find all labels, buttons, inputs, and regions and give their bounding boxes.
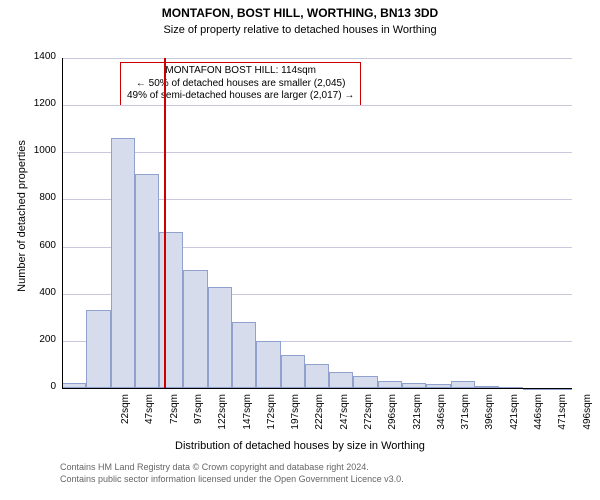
footer-line-1: Contains HM Land Registry data © Crown c… [60,462,404,474]
histogram-bar [305,364,329,388]
annotation-line-1: MONTAFON BOST HILL: 114sqm [127,65,354,78]
histogram-bar [353,376,377,388]
x-axis-line [62,388,572,389]
gridline [62,105,572,106]
x-tick-label: 47sqm [144,394,155,442]
x-tick-label: 72sqm [169,394,180,442]
footer-text: Contains HM Land Registry data © Crown c… [60,462,404,485]
annotation-box: MONTAFON BOST HILL: 114sqm ← 50% of deta… [120,62,361,106]
x-tick-label: 371sqm [460,394,471,442]
y-tick-label: 600 [20,240,56,251]
histogram-bar [86,310,110,388]
histogram-bar [208,287,232,388]
histogram-bar [183,270,207,388]
x-tick-label: 296sqm [387,394,398,442]
histogram-bar [159,232,183,388]
annotation-line-2: ← 50% of detached houses are smaller (2,… [127,78,354,91]
marker-line [164,58,166,388]
y-tick-label: 1200 [20,98,56,109]
x-tick-label: 346sqm [436,394,447,442]
x-tick-label: 496sqm [582,394,593,442]
x-tick-label: 321sqm [412,394,423,442]
x-tick-label: 172sqm [266,394,277,442]
y-tick-label: 1400 [20,51,56,62]
histogram-bar [451,381,475,388]
x-tick-label: 421sqm [509,394,520,442]
x-tick-label: 446sqm [533,394,544,442]
annotation-line-3: 49% of semi-detached houses are larger (… [127,90,354,103]
gridline [62,58,572,59]
chart-title-2: Size of property relative to detached ho… [0,24,600,36]
x-tick-label: 396sqm [484,394,495,442]
x-tick-label: 122sqm [217,394,228,442]
histogram-bar [281,355,305,388]
footer-line-2: Contains public sector information licen… [60,474,404,486]
histogram-bar [329,372,353,389]
histogram-bar [135,174,159,389]
y-axis-line [62,58,63,388]
x-tick-label: 247sqm [339,394,350,442]
x-tick-label: 22sqm [120,394,131,442]
y-tick-label: 0 [20,381,56,392]
x-tick-label: 272sqm [363,394,374,442]
y-tick-label: 200 [20,334,56,345]
chart-container: MONTAFON, BOST HILL, WORTHING, BN13 3DD … [0,0,600,500]
histogram-bar [378,381,402,388]
y-tick-label: 1000 [20,145,56,156]
histogram-bar [232,322,256,388]
histogram-bar [111,138,135,388]
x-tick-label: 197sqm [290,394,301,442]
x-tick-label: 471sqm [557,394,568,442]
y-tick-label: 800 [20,192,56,203]
x-tick-label: 222sqm [314,394,325,442]
y-tick-label: 400 [20,287,56,298]
gridline [62,152,572,153]
histogram-bar [256,341,280,388]
chart-title-1: MONTAFON, BOST HILL, WORTHING, BN13 3DD [0,6,600,20]
x-tick-label: 147sqm [242,394,253,442]
x-tick-label: 97sqm [193,394,204,442]
